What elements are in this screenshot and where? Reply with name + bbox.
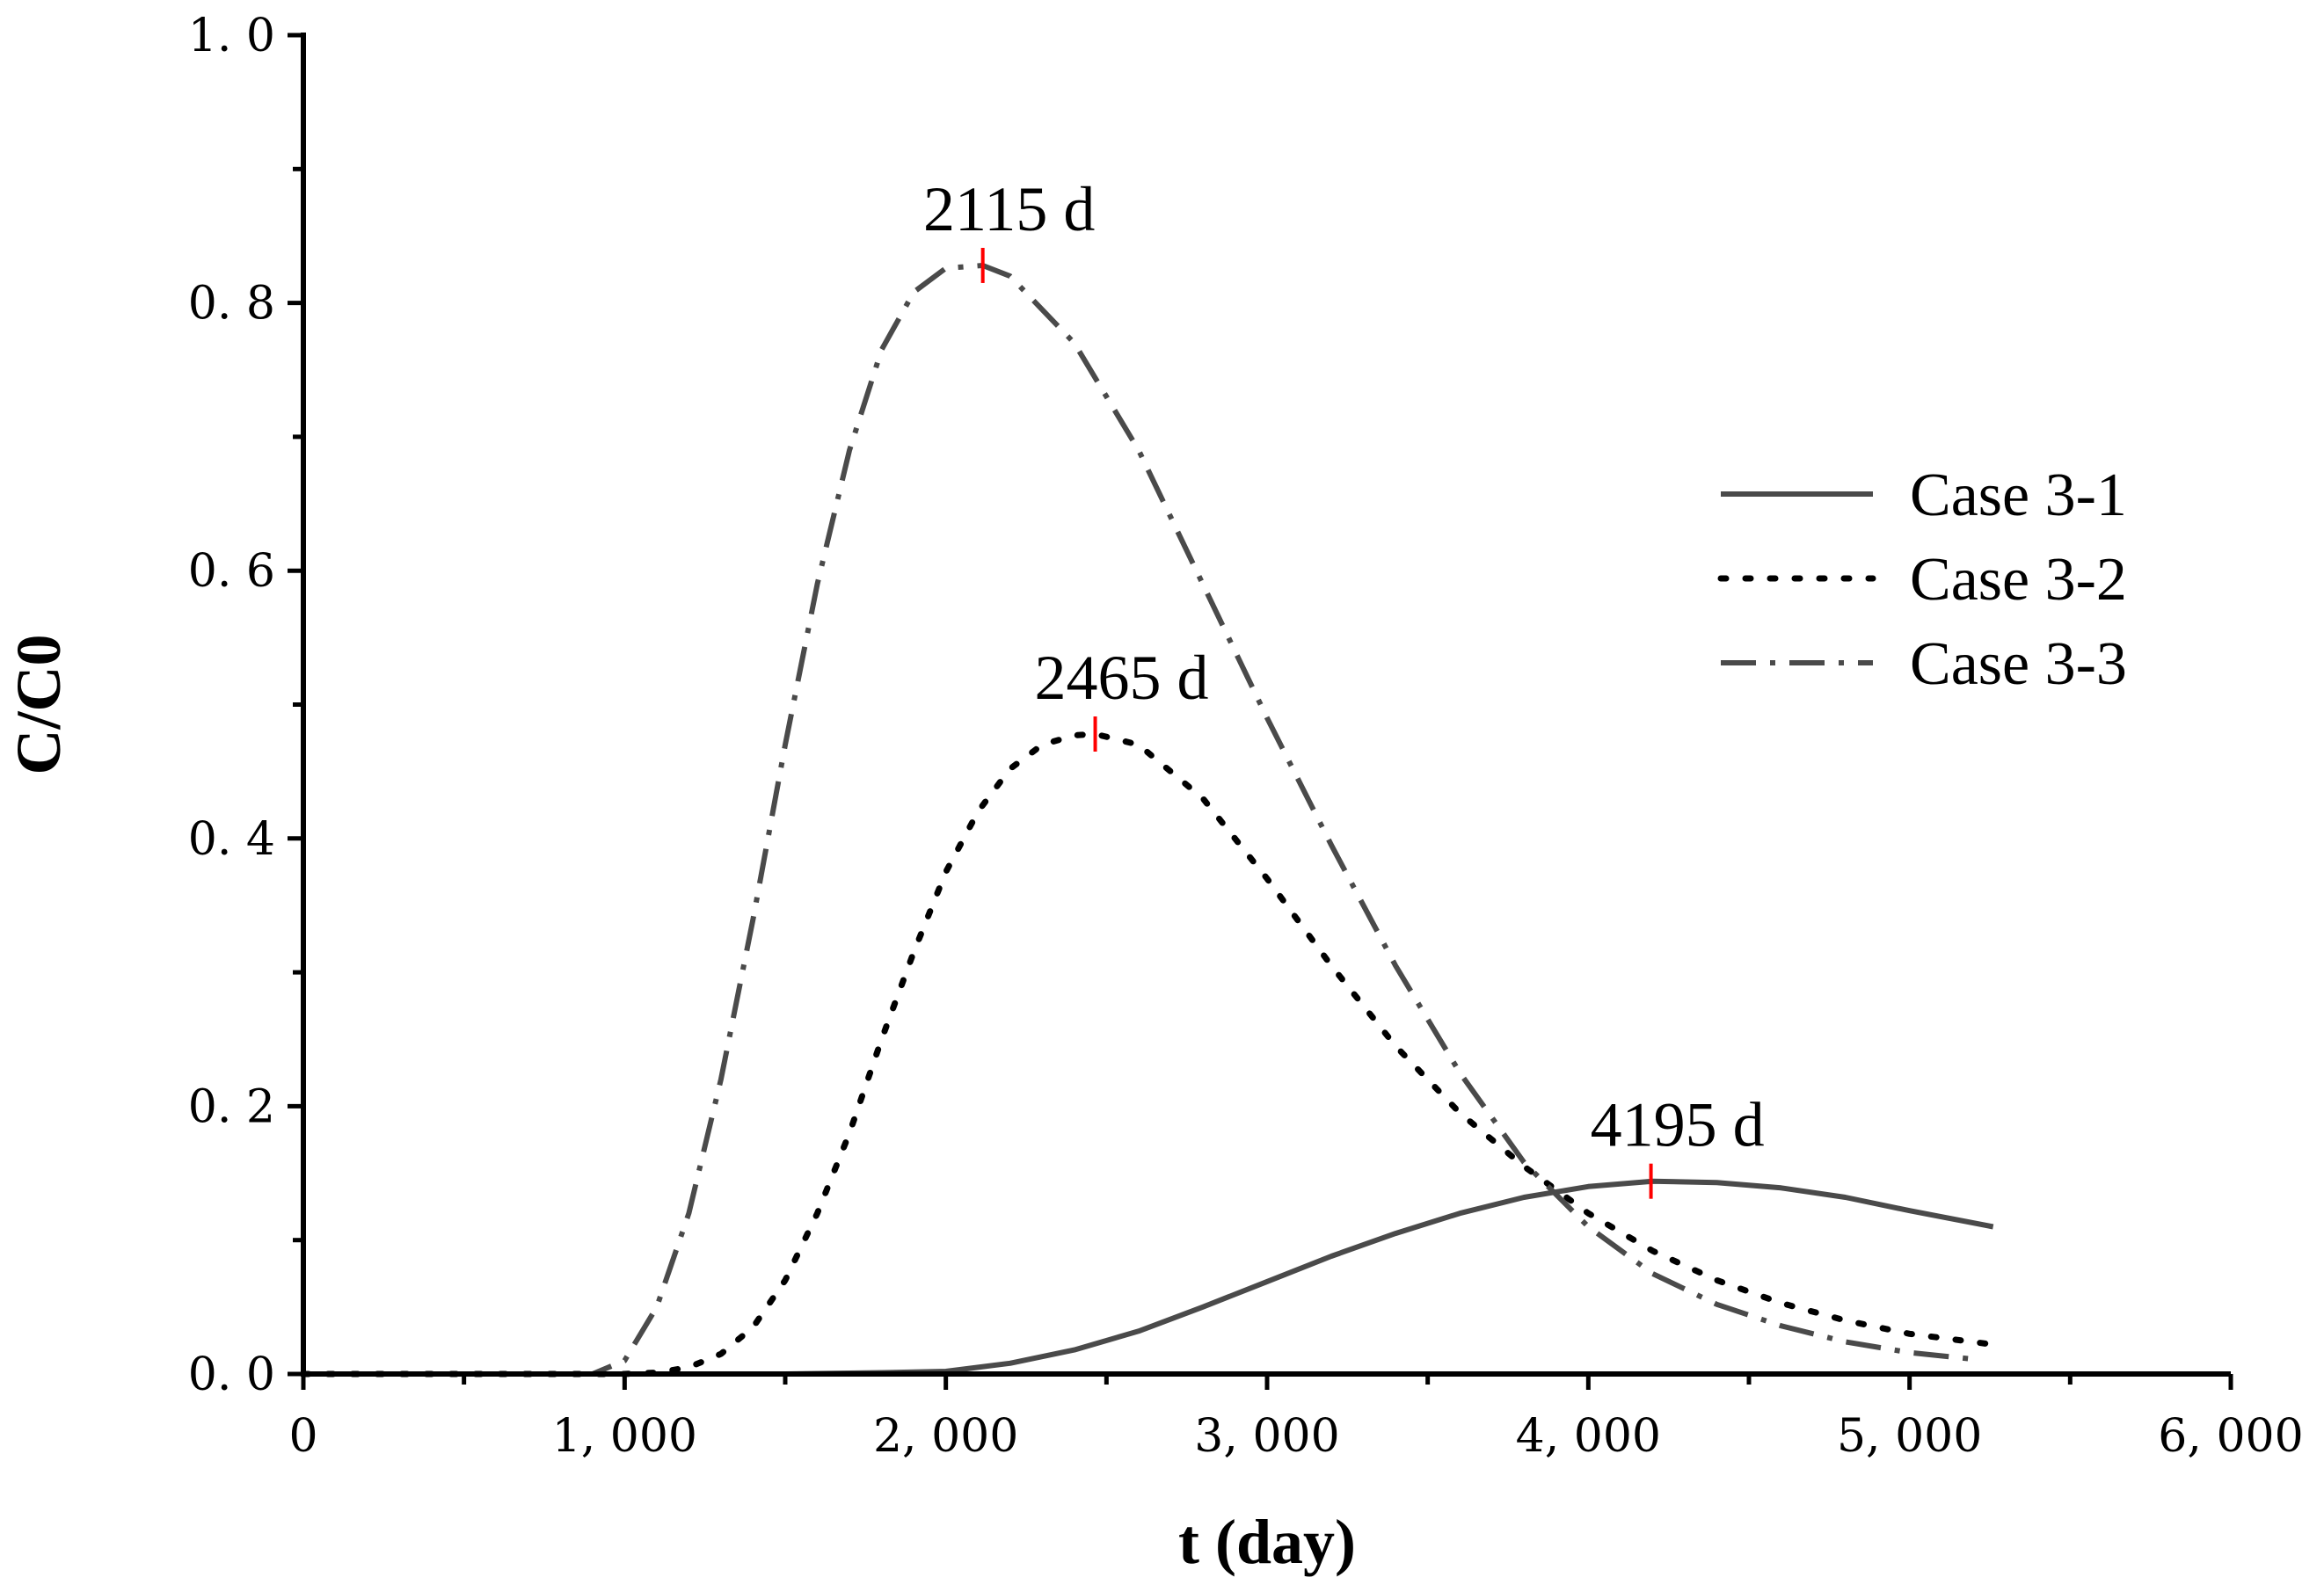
x-tick-label: 5, 000 [1837,1410,1982,1463]
y-tick-label: 0. 6 [188,545,275,598]
series-line-3 [303,263,1975,1377]
y-tick-label: 0. 2 [188,1080,275,1133]
x-tick-label: 4, 000 [1516,1410,1661,1463]
legend-label-2: Case 3-2 [1910,546,2127,614]
y-tick-label: 1. 0 [188,10,275,62]
y-tick-label: 0. 0 [188,1348,275,1401]
series-layer [300,263,1997,1378]
y-tick-label: 0. 4 [188,813,275,866]
x-tick-label: 0 [288,1410,317,1463]
x-axis-title: t (day) [1178,1507,1356,1577]
x-tick-label: 1, 000 [552,1410,697,1463]
y-tick-label: 0. 8 [188,278,275,331]
axes-layer [301,33,2231,1377]
x-tick-label: 3, 000 [1194,1410,1339,1463]
legend-label-3: Case 3-3 [1910,630,2127,698]
ticks-layer: 0 1, 000 2, 000 3, 000 4, 000 5, 000 6, 000 0. … [188,10,2304,1463]
y-axis-title: C/C0 [4,635,74,775]
peak-label: 2115 d [923,174,1095,244]
legend-label-1: Case 3-1 [1910,462,2127,529]
x-tick-label: 2, 000 [873,1410,1018,1463]
x-tick-label: 6, 000 [2158,1410,2303,1463]
series-line-1 [303,1178,1994,1377]
legend: Case 3-1 Case 3-2 Case 3-3 [1717,462,2127,698]
peak-label: 2465 d [1035,643,1209,713]
annotation-layer: 2115 d 2465 d 4195 d [923,174,1765,1199]
peak-label: 4195 d [1591,1090,1765,1160]
series-line-2 [300,731,1997,1378]
